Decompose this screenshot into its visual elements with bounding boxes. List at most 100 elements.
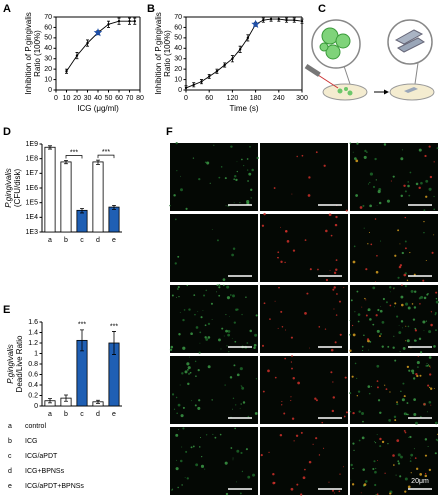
cell-dot: [251, 168, 254, 172]
cell-dot: [373, 460, 376, 463]
cell-dot: [223, 335, 225, 337]
cell-dot: [226, 285, 230, 289]
cell-dot: [192, 445, 195, 448]
cell-dot: [397, 229, 400, 232]
cell-dot: [283, 412, 286, 415]
cell-dot: [261, 344, 265, 347]
cell-dot: [408, 194, 411, 197]
x-tick-label: d: [96, 411, 100, 418]
cell-dot: [362, 204, 365, 207]
cell-dot: [195, 375, 197, 377]
legend-key: a: [8, 423, 12, 430]
cell-dot: [241, 470, 244, 473]
cell-dot: [423, 220, 425, 223]
cell-dot: [318, 326, 321, 328]
y-axis-label: (CFU/disk): [13, 169, 22, 208]
cell-dot: [386, 199, 390, 203]
cell-dot: [398, 331, 402, 334]
cell-dot: [400, 390, 402, 392]
cell-dot: [429, 367, 431, 369]
cell-dot: [204, 336, 207, 339]
cell-dot: [224, 461, 228, 465]
y-tick-label: 70: [44, 14, 52, 21]
significance-bracket: [97, 154, 115, 159]
cell-dot: [394, 254, 397, 257]
point: [65, 70, 68, 73]
cell-dot: [362, 420, 364, 423]
cell-dot: [377, 308, 380, 312]
cell-dot: [328, 481, 330, 483]
micrograph: [170, 143, 258, 211]
cell-dot: [291, 193, 293, 195]
cell-dot: [243, 165, 245, 167]
cell-dot: [280, 310, 283, 313]
cell-dot: [175, 296, 177, 298]
cell-dot: [345, 209, 348, 212]
cell-dot: [363, 334, 365, 337]
cell-dot: [205, 434, 208, 436]
cell-dot: [334, 341, 337, 344]
cell-dot: [376, 434, 378, 436]
error-bar: [64, 394, 68, 402]
point: [200, 80, 203, 83]
y-tick-label: 1E7: [26, 170, 39, 177]
cell-dot: [425, 260, 427, 262]
cell-dot: [428, 468, 432, 472]
cell-dot: [377, 190, 381, 194]
cell-dot: [374, 470, 377, 474]
y-tick-label: 10: [174, 76, 182, 83]
cell-dot: [274, 300, 276, 302]
y-tick-label: 1E5: [26, 200, 39, 207]
cell-dot: [400, 320, 404, 323]
cell-dot: [407, 306, 411, 310]
cell-dot: [365, 299, 367, 301]
cell-dot: [376, 493, 379, 496]
cell-dot: [401, 327, 403, 329]
cell-dot: [333, 271, 337, 275]
cell-dot: [239, 407, 241, 409]
x-tick-label: b: [64, 411, 68, 418]
cell-dot: [407, 413, 409, 416]
y-tick-label: 50: [44, 35, 52, 42]
cell-dot: [434, 452, 437, 455]
star-marker: [251, 19, 260, 28]
x-tick-label: 60: [115, 95, 123, 102]
cell-dot: [351, 375, 354, 378]
cell-dot: [278, 286, 280, 289]
cell-dot: [408, 369, 411, 372]
cell-dot: [247, 415, 250, 418]
cell-dot: [277, 256, 279, 259]
cell-dot: [218, 294, 221, 297]
cell-dot: [241, 313, 243, 316]
cell-dot: [416, 340, 418, 342]
cell-dot: [325, 229, 328, 233]
cell-dot: [233, 321, 236, 324]
cell-dot: [331, 489, 335, 492]
cell-dot: [413, 273, 416, 276]
line: [66, 20, 135, 72]
cell-dot: [335, 215, 338, 219]
cell-dot: [407, 325, 410, 328]
micrograph: [170, 356, 258, 424]
cell-dot: [419, 351, 423, 354]
cell-dot: [290, 399, 292, 402]
cell-dot: [172, 488, 174, 490]
cell-dot: [285, 230, 288, 233]
cell-dot: [284, 261, 286, 264]
point: [293, 18, 296, 22]
cell-dot: [272, 481, 276, 485]
cell-dot: [399, 351, 401, 353]
cell-dot: [364, 297, 366, 300]
bar: [44, 146, 56, 233]
cell-dot: [342, 466, 344, 468]
cell-dot: [429, 175, 433, 179]
cell-dot: [351, 324, 354, 327]
cell-dot: [240, 403, 242, 405]
point: [277, 17, 280, 21]
cell-dot: [397, 276, 400, 279]
cell-dot: [425, 364, 428, 367]
cell-dot: [250, 197, 252, 199]
cell-dot: [424, 474, 428, 478]
cell-dot: [396, 401, 398, 403]
micrograph: [170, 427, 258, 495]
